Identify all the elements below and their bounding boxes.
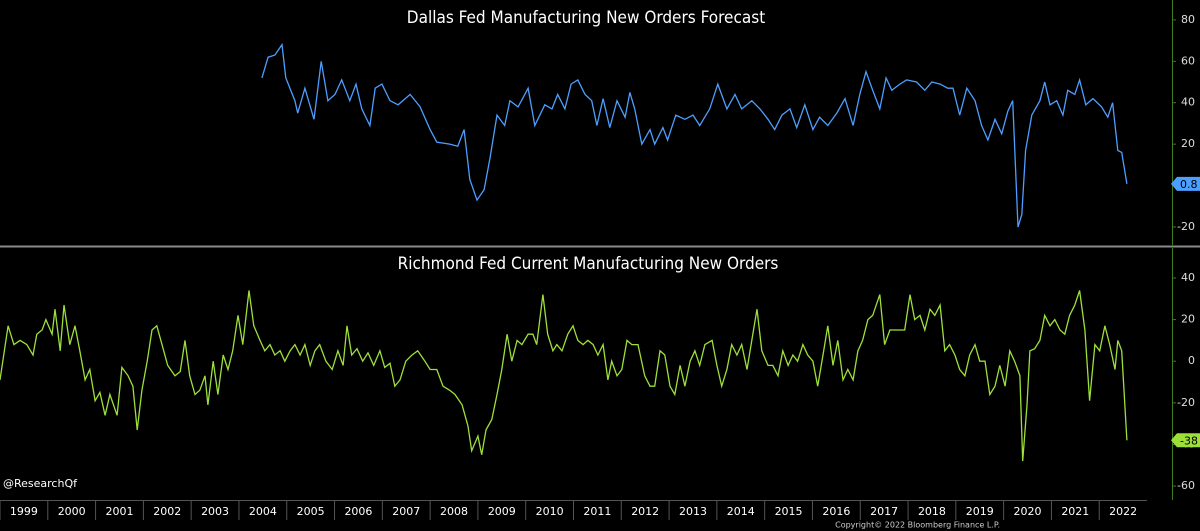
data-line <box>0 290 1128 462</box>
x-tick-label: 2009 <box>488 505 516 518</box>
x-tick-label: 2000 <box>58 505 86 518</box>
x-tick-label: 2016 <box>822 505 850 518</box>
x-tick-label: 2007 <box>392 505 420 518</box>
y-tick-label: 40 <box>1181 271 1195 284</box>
x-tick-label: 2005 <box>297 505 325 518</box>
last-value-label: -38 <box>1180 434 1198 447</box>
x-tick-label: 2010 <box>536 505 564 518</box>
y-tick-label: -20 <box>1177 396 1195 409</box>
x-tick-label: 2020 <box>1014 505 1042 518</box>
y-tick-label: -60 <box>1177 479 1195 492</box>
y-tick-label: 0 <box>1188 354 1195 367</box>
x-tick-label: 2021 <box>1061 505 1089 518</box>
x-tick-label: 2004 <box>249 505 277 518</box>
x-tick-label: 2013 <box>679 505 707 518</box>
data-line <box>261 42 1128 228</box>
chart-title: Dallas Fed Manufacturing New Orders Fore… <box>407 8 765 28</box>
x-tick-label: 2011 <box>583 505 611 518</box>
x-tick-label: 2019 <box>966 505 994 518</box>
x-tick-label: 2008 <box>440 505 468 518</box>
x-tick-label: 2015 <box>775 505 803 518</box>
last-value-flag <box>1171 176 1200 191</box>
y-tick-label: 20 <box>1181 137 1195 150</box>
y-tick-label: 20 <box>1181 313 1195 326</box>
x-tick-label: 2012 <box>631 505 659 518</box>
x-tick-label: 2017 <box>870 505 898 518</box>
x-tick-label: 2018 <box>918 505 946 518</box>
handle: @ResearchQf <box>3 477 78 490</box>
x-tick-label: 2003 <box>201 505 229 518</box>
y-tick-label: -20 <box>1177 220 1195 233</box>
copyright: Copyright© 2022 Bloomberg Finance L.P. <box>835 521 1000 530</box>
x-tick-label: 2001 <box>105 505 133 518</box>
x-tick-label: 2002 <box>153 505 181 518</box>
x-tick-label: 2014 <box>727 505 755 518</box>
y-tick-label: 40 <box>1181 96 1195 109</box>
x-tick-label: 2022 <box>1109 505 1137 518</box>
last-value-flag <box>1171 433 1200 448</box>
x-tick-label: 2006 <box>344 505 372 518</box>
y-tick-label: 60 <box>1181 54 1195 67</box>
x-tick-label: 1999 <box>10 505 38 518</box>
chart-title: Richmond Fed Current Manufacturing New O… <box>398 254 779 274</box>
last-value-label: 0.8 <box>1180 178 1198 191</box>
y-tick-label: 80 <box>1181 13 1195 26</box>
